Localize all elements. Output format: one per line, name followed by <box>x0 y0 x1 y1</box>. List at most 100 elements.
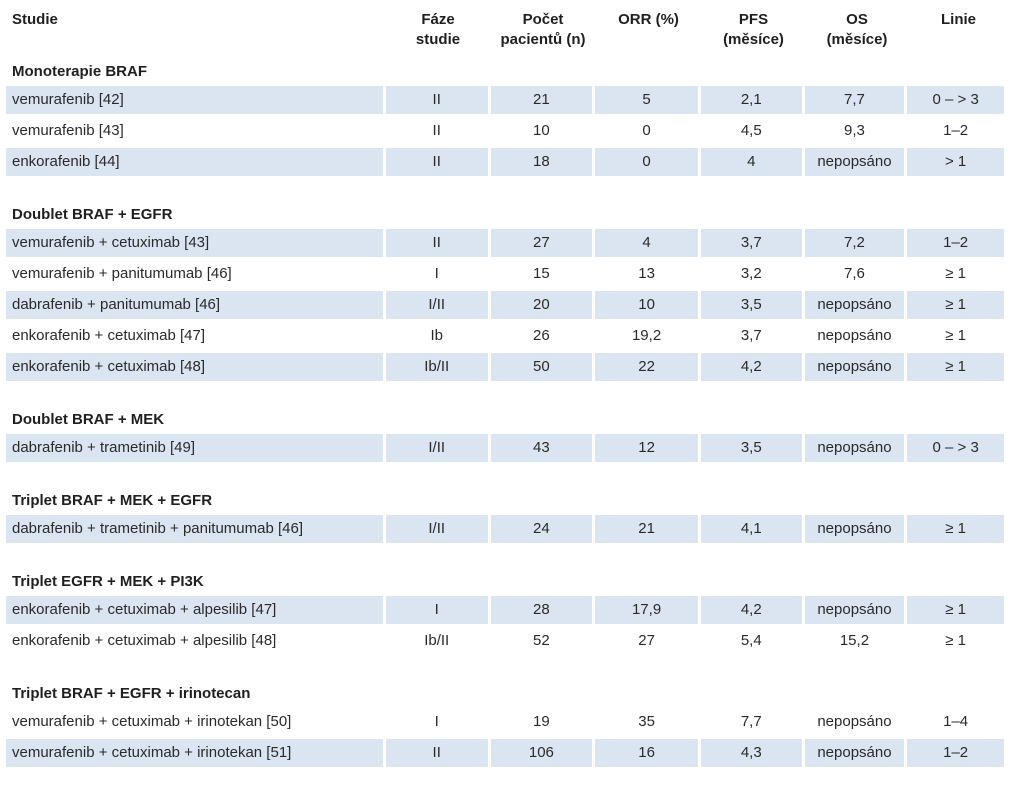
section-title: Triplet BRAF + MEK + EGFR <box>12 492 213 509</box>
patients-cell: 43 <box>490 434 593 462</box>
results-table: Studie Fáze studie Počet pacientů (n) ORR … <box>6 0 1004 770</box>
orr-cell: 12 <box>595 434 698 462</box>
orr-cell: 4 <box>595 229 698 257</box>
pfs-cell: 3,2 <box>740 265 762 282</box>
section-title: Triplet EGFR + MEK + PI3K <box>12 573 204 590</box>
study-cell: vemurafenib + cetuximab + irinotekan [50… <box>12 713 292 730</box>
patients-cell: 26 <box>533 327 550 344</box>
orr-cell: 13 <box>638 265 655 282</box>
line-cell: 0 – > 3 <box>907 434 1004 462</box>
phase-cell: II <box>385 739 488 767</box>
study-cell: vemurafenib + panitumumab [46] <box>12 265 232 282</box>
patients-cell: 15 <box>533 265 550 282</box>
pfs-cell: 3,5 <box>700 434 802 462</box>
line-cell: 0 – > 3 <box>907 86 1004 114</box>
header-patients: Počet pacientů (n) <box>500 11 586 48</box>
study-cell: dabrafenib + trametinib + panitumumab [4… <box>6 515 383 543</box>
phase-cell: I/II <box>385 291 488 319</box>
os-cell: nepopsáno <box>804 353 905 381</box>
os-cell: nepopsáno <box>817 713 892 730</box>
line-cell: ≥ 1 <box>907 291 1004 319</box>
header-line: Linie <box>940 11 976 28</box>
phase-cell: II <box>385 86 488 114</box>
line-cell: ≥ 1 <box>907 353 1004 381</box>
pfs-cell: 2,1 <box>700 86 802 114</box>
header-phase: Fáze studie <box>415 11 461 48</box>
orr-cell: 27 <box>638 632 655 649</box>
header-study: Studie <box>12 11 58 28</box>
patients-cell: 106 <box>490 739 593 767</box>
line-cell: 1–2 <box>943 122 969 139</box>
pfs-cell: 3,7 <box>740 327 762 344</box>
patients-cell: 18 <box>490 148 593 176</box>
study-cell: vemurafenib + cetuximab + irinotekan [51… <box>6 739 383 767</box>
os-cell: 7,2 <box>804 229 905 257</box>
os-cell: nepopsáno <box>804 434 905 462</box>
study-cell: enkorafenib + cetuximab [48] <box>6 353 383 381</box>
section-gap <box>6 179 1004 201</box>
line-cell: 1–4 <box>943 713 969 730</box>
pfs-cell: 4,1 <box>700 515 802 543</box>
study-cell: vemurafenib [43] <box>12 122 124 139</box>
table-row: enkorafenib + cetuximab [48] Ib/II 50 22 4,2… <box>6 353 1004 381</box>
table-header: Studie Fáze studie Počet pacientů (n) ORR … <box>6 0 1004 58</box>
table-row: vemurafenib [43] II 10 0 4,5 9,3 1–2 <box>6 117 1004 145</box>
section-gap <box>6 546 1004 568</box>
os-cell: 7,7 <box>804 86 905 114</box>
pfs-cell: 4,2 <box>700 353 802 381</box>
study-cell: dabrafenib + trametinib [49] <box>6 434 383 462</box>
orr-cell: 17,9 <box>595 596 698 624</box>
table-row: enkorafenib + cetuximab + alpesilib [47]… <box>6 596 1004 624</box>
orr-cell: 22 <box>595 353 698 381</box>
study-cell: dabrafenib + panitumumab [46] <box>6 291 383 319</box>
study-cell: enkorafenib [44] <box>6 148 383 176</box>
study-cell: vemurafenib [42] <box>6 86 383 114</box>
phase-cell: II <box>385 229 488 257</box>
line-cell: ≥ 1 <box>945 632 967 649</box>
phase-cell: Ib/II <box>385 353 488 381</box>
table-row: vemurafenib + cetuximab [43] II 27 4 3,7 7,2 1… <box>6 229 1004 257</box>
line-cell: ≥ 1 <box>907 515 1004 543</box>
section-title: Doublet BRAF + EGFR <box>12 206 173 223</box>
os-cell: nepopsáno <box>804 515 905 543</box>
study-cell: vemurafenib + cetuximab [43] <box>6 229 383 257</box>
table-row: vemurafenib + panitumumab [46] I 15 13 3,2 7,… <box>6 260 1004 288</box>
os-cell: 7,6 <box>844 265 865 282</box>
section-gap <box>6 658 1004 680</box>
pfs-cell: 7,7 <box>740 713 762 730</box>
line-cell: > 1 <box>907 148 1004 176</box>
line-cell: 1–2 <box>907 739 1004 767</box>
pfs-cell: 5,4 <box>740 632 762 649</box>
orr-cell: 5 <box>595 86 698 114</box>
orr-cell: 16 <box>595 739 698 767</box>
orr-cell: 10 <box>595 291 698 319</box>
header-orr: ORR (%) <box>618 11 679 28</box>
table-row: enkorafenib [44] II 18 0 4 nepopsáno > 1 <box>6 148 1004 176</box>
study-cell: enkorafenib + cetuximab + alpesilib [48] <box>12 632 277 649</box>
phase-cell: I/II <box>385 515 488 543</box>
line-cell: 1–2 <box>907 229 1004 257</box>
os-cell: nepopsáno <box>804 596 905 624</box>
table-body: Monoterapie BRAF vemurafenib [42] II 21 5 2,1… <box>6 58 1004 767</box>
pfs-cell: 3,7 <box>700 229 802 257</box>
patients-cell: 52 <box>533 632 550 649</box>
pfs-cell: 3,5 <box>700 291 802 319</box>
section-title: Monoterapie BRAF <box>12 63 147 80</box>
phase-cell: I <box>434 713 439 730</box>
table-row: dabrafenib + trametinib + panitumumab [4… <box>6 515 1004 543</box>
os-cell: 15,2 <box>839 632 870 649</box>
orr-cell: 0 <box>642 122 651 139</box>
patients-cell: 19 <box>533 713 550 730</box>
pfs-cell: 4 <box>700 148 802 176</box>
pfs-cell: 4,3 <box>700 739 802 767</box>
phase-cell: II <box>385 148 488 176</box>
orr-cell: 21 <box>595 515 698 543</box>
header-pfs: PFS (měsíce) <box>723 11 784 48</box>
patients-cell: 28 <box>490 596 593 624</box>
table-row: vemurafenib + cetuximab + irinotekan [51… <box>6 739 1004 767</box>
section-gap <box>6 465 1004 487</box>
os-cell: nepopsáno <box>804 148 905 176</box>
phase-cell: II <box>432 122 441 139</box>
patients-cell: 27 <box>490 229 593 257</box>
table-row: vemurafenib [42] II 21 5 2,1 7,7 0 – > 3 <box>6 86 1004 114</box>
